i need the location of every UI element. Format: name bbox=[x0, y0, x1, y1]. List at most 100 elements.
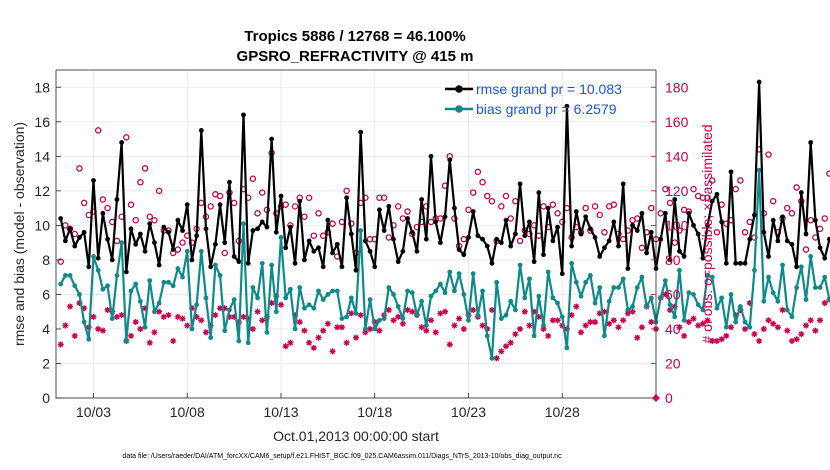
bias-point bbox=[264, 330, 270, 335]
assimilated-obs-point bbox=[667, 306, 674, 313]
assimilated-obs-point bbox=[128, 332, 134, 339]
bias-point bbox=[142, 324, 148, 330]
bias-point bbox=[433, 288, 439, 294]
rmse-point bbox=[428, 153, 434, 159]
rmse-point bbox=[475, 233, 481, 239]
bias-point bbox=[442, 290, 448, 296]
bias-point bbox=[555, 300, 560, 306]
assimilated-obs-point bbox=[746, 300, 753, 307]
assimilated-obs-point bbox=[404, 306, 411, 313]
bias-point bbox=[255, 295, 260, 301]
bias-point bbox=[437, 281, 443, 287]
bias-point bbox=[386, 285, 392, 290]
bias-point bbox=[573, 279, 579, 285]
rmse-point bbox=[142, 248, 148, 254]
bias-point bbox=[128, 288, 134, 294]
possible-obs-point bbox=[469, 189, 477, 196]
assimilated-obs-point bbox=[90, 313, 97, 320]
bias-point bbox=[798, 264, 804, 270]
legend: rmse grand pr = 10.083 bias grand pr = 6… bbox=[445, 81, 622, 117]
rmse-point bbox=[662, 210, 668, 216]
assimilated-obs-point bbox=[292, 312, 299, 319]
assimilated-obs-point bbox=[573, 303, 580, 310]
bias-point bbox=[695, 302, 701, 308]
assimilated-obs-point bbox=[662, 291, 669, 298]
assimilated-obs-point bbox=[634, 334, 641, 341]
rmse-point bbox=[456, 247, 462, 252]
assimilated-obs-point bbox=[779, 306, 786, 313]
bias-point bbox=[330, 288, 335, 294]
assimilated-obs-point bbox=[460, 325, 467, 332]
possible-obs-point bbox=[488, 197, 496, 205]
assimilated-obs-point bbox=[470, 306, 477, 313]
possible-obs-point bbox=[610, 201, 618, 208]
possible-obs-point bbox=[216, 192, 224, 200]
rmse-point bbox=[827, 236, 830, 242]
assimilated-obs-point bbox=[57, 341, 64, 348]
rmse-point bbox=[86, 264, 92, 270]
assimilated-obs-point bbox=[774, 324, 781, 331]
possible-obs-point bbox=[690, 185, 697, 193]
rmse-point bbox=[227, 179, 232, 185]
bias-point bbox=[334, 288, 340, 294]
rmse-point bbox=[58, 216, 64, 221]
bias-point bbox=[423, 323, 429, 328]
bias-point bbox=[362, 326, 368, 332]
rmse-point bbox=[109, 257, 115, 263]
assimilated-obs-point bbox=[582, 322, 589, 329]
rmse-point bbox=[489, 260, 495, 266]
possible-obs-point bbox=[498, 203, 505, 210]
rmse-point bbox=[761, 229, 767, 235]
bias-point bbox=[166, 279, 171, 285]
rmse-point bbox=[503, 217, 509, 223]
assimilated-obs-point bbox=[362, 329, 369, 336]
bias-point bbox=[747, 324, 753, 330]
rmse-point bbox=[752, 212, 757, 218]
x-tick-label: 10/13 bbox=[263, 404, 298, 420]
bias-point bbox=[611, 285, 617, 290]
bias-point bbox=[58, 281, 64, 287]
rmse-point bbox=[311, 248, 317, 254]
assimilated-obs-point bbox=[118, 312, 125, 319]
assimilated-obs-point bbox=[81, 305, 88, 312]
rmse-point bbox=[156, 262, 162, 268]
assimilated-obs-point bbox=[442, 308, 449, 315]
y-right-tick-label: 60 bbox=[665, 286, 681, 302]
possible-obs-point bbox=[737, 177, 744, 184]
rmse-point bbox=[461, 252, 467, 258]
possible-obs-point bbox=[151, 216, 158, 224]
rmse-point bbox=[423, 236, 429, 242]
rmse-point bbox=[569, 243, 575, 249]
possible-obs-point bbox=[315, 210, 322, 217]
rmse-point bbox=[81, 229, 87, 235]
possible-obs-point bbox=[258, 189, 266, 196]
y-axis-label: rmse and bias (model - observation) bbox=[11, 122, 27, 346]
rmse-point bbox=[128, 226, 134, 232]
rmse-point bbox=[241, 112, 246, 118]
bias-point bbox=[517, 262, 523, 268]
assimilated-obs-point bbox=[99, 327, 106, 334]
rmse-point bbox=[95, 255, 101, 261]
rmse-point bbox=[133, 241, 139, 247]
assimilated-obs-point bbox=[165, 312, 172, 319]
bias-point bbox=[377, 317, 382, 323]
possible-obs-point bbox=[601, 229, 608, 236]
assimilated-obs-point bbox=[493, 355, 500, 362]
assimilated-obs-point bbox=[71, 332, 78, 339]
rmse-point bbox=[386, 203, 392, 209]
rmse-point bbox=[358, 129, 364, 135]
possible-obs-point bbox=[310, 232, 318, 239]
possible-obs-point bbox=[460, 235, 468, 243]
rmse-point bbox=[180, 228, 185, 233]
bias-point bbox=[269, 262, 275, 268]
assimilated-obs-point bbox=[742, 325, 749, 332]
possible-obs-point bbox=[80, 199, 88, 207]
rmse-point bbox=[273, 229, 279, 235]
possible-obs-point bbox=[221, 249, 228, 257]
bias-point bbox=[400, 316, 406, 321]
rmse-point bbox=[630, 222, 635, 228]
bias-point bbox=[152, 309, 157, 315]
rmse-point bbox=[672, 197, 678, 202]
rmse-point bbox=[737, 260, 743, 266]
